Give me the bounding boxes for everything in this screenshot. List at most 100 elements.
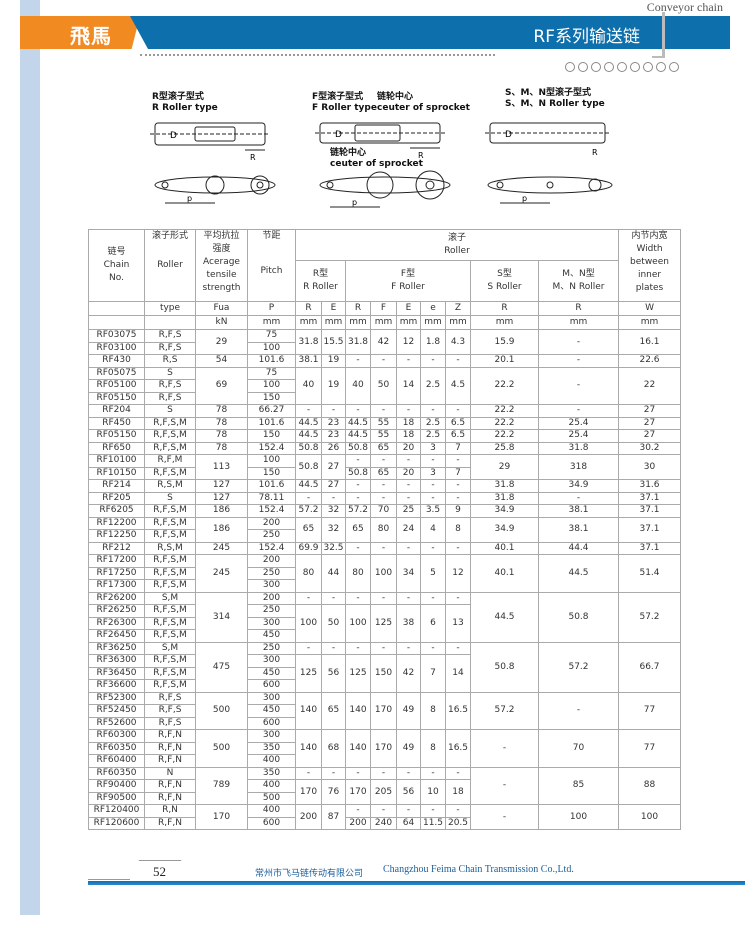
table-cell: 1.8 [420, 329, 446, 355]
symbol-cell: W [618, 301, 682, 316]
table-cell: 24 [396, 516, 421, 543]
table-cell: 44 [321, 554, 346, 593]
table-cell: 7 [445, 441, 471, 455]
table-cell: 318 [537, 454, 620, 480]
diagram-title-en: F Roller type [312, 103, 377, 113]
table-cell: 34.9 [470, 504, 539, 518]
title-band: RF系列输送链 [130, 16, 730, 49]
table-cell: 27 [618, 429, 682, 443]
table-cell: - [445, 541, 471, 555]
table-cell: 6.5 [445, 429, 471, 443]
table-cell: - [345, 641, 371, 655]
table-cell: S,M [144, 641, 196, 655]
r-roller-diagram: D Rp [150, 122, 276, 204]
table-cell: - [345, 491, 371, 505]
table-cell: R,N [144, 804, 196, 818]
header-mn-roller: M、N型 M、N Roller [537, 260, 620, 302]
table-cell: 37.1 [618, 516, 682, 543]
symbol-cell: Z [445, 301, 471, 316]
table-cell: 25.4 [537, 429, 620, 443]
table-cell: - [345, 766, 371, 780]
symbol-cell: R [470, 301, 539, 316]
table-cell: 22.2 [470, 404, 539, 418]
unit-cell: kN [195, 315, 248, 330]
table-cell: - [396, 479, 421, 493]
chain-no-cell: RF60400 [88, 754, 145, 768]
diagram-title-cn: S、M、N型滚子型式 [505, 88, 591, 98]
note-en: ceuter of sprocket [330, 159, 423, 169]
table-row: RF36250 S,M 475 250- - - - - - -50.8 57.2 66.7 [88, 641, 682, 693]
table-cell: - [396, 491, 421, 505]
table-cell: 314 [195, 591, 248, 643]
table-cell: 2.5 [420, 429, 446, 443]
svg-text:p: p [352, 198, 357, 207]
table-cell: R,F,S,M [144, 416, 196, 430]
table-cell: 44.5 [537, 554, 620, 593]
table-cell: 56 [321, 654, 346, 693]
table-cell: 55 [370, 429, 397, 443]
table-cell: 44.5 [470, 591, 539, 643]
table-row: RF12250 R,F,S,M 250 [88, 529, 681, 543]
table-cell: - [420, 766, 446, 780]
table-cell: S [144, 404, 196, 418]
page-tab [130, 860, 190, 883]
symbol-cell: E [396, 301, 421, 316]
table-row: RF10150 R,F,S,M 150 50.8 65 20 3 7 [88, 466, 681, 480]
table-cell: 38.1 [537, 504, 620, 518]
table-cell: R,F,S,M [144, 466, 196, 480]
symbol-cell: F [370, 301, 397, 316]
table-cell: S [144, 366, 196, 380]
table-row: RF05075 S 69 75 40 19 40 50 14 2.5 4.5 22.2-22 [88, 366, 682, 405]
table-cell: 50.8 [345, 441, 371, 455]
symbol-cell: E [321, 301, 346, 316]
chain-no-cell: RF26450 [88, 629, 145, 643]
diagram-smn-title: S、M、N型滚子型式 S、M、N Roller type [505, 88, 605, 110]
table-cell: 37.1 [618, 504, 682, 518]
header-pitch: 节距 Pitch [247, 229, 296, 302]
chain-no-cell: RF17200 [88, 554, 145, 568]
brand-logo: 飛馬 [20, 16, 140, 49]
table-cell: 152.4 [247, 504, 296, 518]
table-cell: - [420, 454, 446, 468]
table-cell: 150 [247, 466, 296, 480]
side-strip [20, 0, 40, 915]
table-cell: 4.5 [445, 366, 471, 405]
chain-no-cell: RF52300 [88, 691, 145, 705]
table-cell: - [345, 404, 371, 418]
table-cell: - [345, 354, 371, 368]
table-row: RF03075 R,F,S 29 75 31.8 15.5 31.8 42 12 1.8 4.3 15… [88, 329, 682, 355]
table-row: RF204 S 78 66.27- - - - - - -22.2-27 [88, 404, 682, 418]
table-cell: - [420, 491, 446, 505]
table-cell: - [370, 766, 397, 780]
note-cn: 链轮中心 [377, 92, 414, 102]
svg-text:p: p [522, 194, 527, 203]
chain-no-cell: RF204 [88, 404, 145, 418]
table-cell: - [420, 354, 446, 368]
table-cell: 70 [370, 504, 397, 518]
table-cell: 22 [618, 366, 682, 405]
table-cell: 400 [247, 804, 296, 818]
company-name-cn: 常州市飞马链传动有限公司 [255, 869, 364, 879]
table-row: RF52300 R,F,S 500 300 140 65 140 170 49 8 16.5 57.2… [88, 691, 682, 730]
table-cell: 49 [396, 729, 421, 768]
table-cell: 300 [247, 616, 296, 630]
table-cell: 69 [195, 366, 248, 405]
table-cell: R,F,S,M [144, 679, 196, 693]
page-number: 52 [153, 864, 166, 879]
table-cell: - [321, 404, 346, 418]
table-cell: - [445, 766, 471, 780]
table-cell: 8 [420, 729, 446, 768]
table-cell: 42 [396, 654, 421, 693]
svg-text:D: D [505, 130, 512, 140]
table-cell: 44.5 [295, 479, 322, 493]
table-cell: R,F,S,M [144, 654, 196, 668]
note-en: ceuter of sprocket [377, 103, 470, 113]
table-cell: 50.8 [470, 641, 539, 693]
table-row: RF120600 R,F,N 600 200 240 64 11.5 20.5 [88, 816, 681, 830]
table-cell: 26 [321, 441, 346, 455]
table-cell: 87 [321, 804, 346, 830]
table-cell: R,F,S,M [144, 666, 196, 680]
table-cell: 69.9 [295, 541, 322, 555]
table-cell: 50.8 [295, 441, 322, 455]
table-cell: 22.2 [470, 429, 539, 443]
